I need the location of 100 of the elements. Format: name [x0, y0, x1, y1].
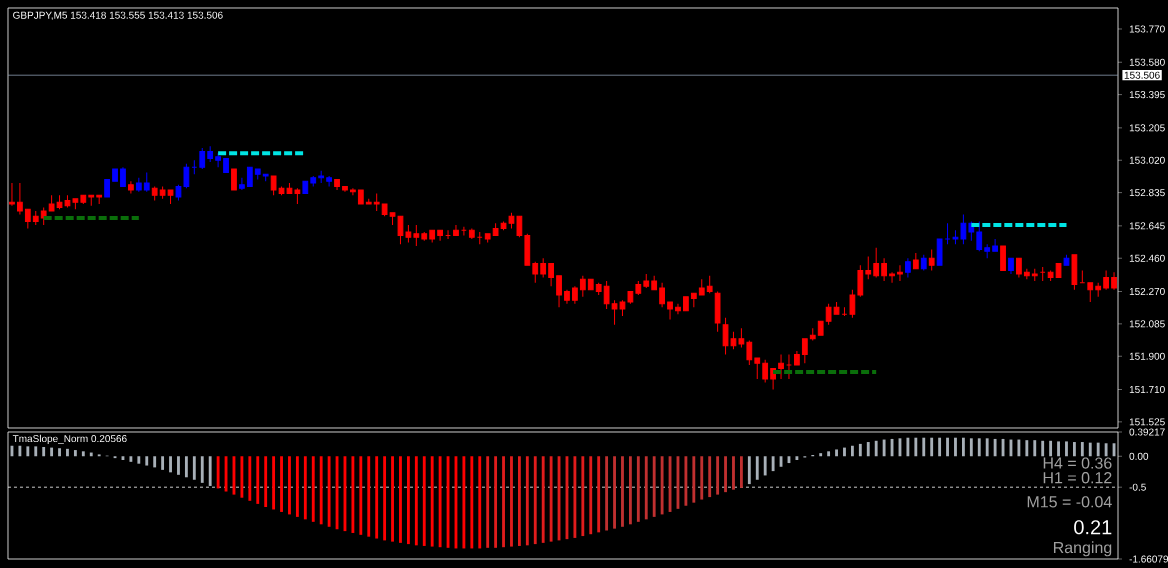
candlestick	[191, 159, 198, 175]
y-tick-label: 0.00	[1129, 452, 1149, 460]
bar	[1072, 442, 1076, 457]
candlestick	[373, 193, 380, 212]
bar	[1025, 440, 1029, 457]
candlestick	[738, 327, 745, 348]
candlestick	[104, 179, 110, 198]
candlestick	[762, 359, 769, 383]
candlestick	[468, 227, 475, 240]
bar	[755, 456, 759, 480]
bar	[470, 456, 474, 549]
candlestick	[976, 221, 983, 252]
candlestick	[437, 229, 443, 242]
bar	[184, 456, 188, 478]
candlestick	[1031, 268, 1038, 282]
candlestick	[801, 338, 808, 364]
candlestick	[667, 301, 673, 320]
candlestick	[167, 189, 174, 205]
candlestick	[120, 166, 126, 187]
y-tick-label: 0.39217	[1129, 428, 1165, 436]
candlestick	[952, 229, 959, 245]
bar	[819, 453, 823, 457]
candlestick	[96, 194, 103, 205]
candlestick	[873, 247, 880, 278]
candlestick	[1023, 268, 1030, 280]
bar	[288, 456, 291, 515]
y-tick-label: 151.900	[1129, 352, 1165, 360]
bar	[922, 437, 926, 457]
bar	[430, 456, 434, 547]
bar	[795, 456, 799, 460]
candlestick	[635, 280, 642, 296]
bar	[66, 448, 69, 457]
annotation: H1 = 0.12	[1043, 472, 1112, 484]
candlestick	[579, 275, 586, 298]
bar	[161, 456, 165, 470]
candlestick	[944, 222, 951, 245]
bar	[1049, 440, 1053, 457]
bar	[597, 456, 601, 533]
candlestick	[302, 180, 309, 194]
candlestick	[262, 173, 269, 182]
y-tick-label: 153.580	[1129, 58, 1165, 66]
candlestick	[516, 215, 523, 238]
candlestick	[675, 303, 681, 315]
bar	[319, 456, 323, 525]
candlestick	[326, 175, 332, 187]
candlestick	[849, 289, 856, 319]
bar	[375, 456, 379, 539]
bar	[327, 456, 331, 527]
candlestick	[381, 203, 388, 217]
bar	[684, 456, 688, 506]
bar	[200, 456, 204, 483]
bar	[708, 456, 712, 498]
bar	[1057, 441, 1060, 457]
bar	[169, 456, 172, 473]
candlestick	[1063, 254, 1070, 266]
candlestick	[48, 194, 55, 212]
candlestick	[80, 194, 87, 205]
candlestick	[706, 275, 713, 294]
bar	[359, 456, 363, 535]
candlestick	[151, 185, 158, 201]
candlestick	[143, 172, 150, 193]
bar	[724, 456, 727, 493]
candlestick	[532, 261, 539, 284]
candlestick	[603, 280, 610, 310]
candlestick	[897, 264, 903, 282]
candlestick	[1008, 257, 1014, 275]
candlestick	[1000, 245, 1006, 271]
bar	[605, 456, 609, 531]
bar	[153, 456, 157, 468]
candlestick	[24, 208, 31, 229]
candlestick	[865, 256, 872, 280]
bar	[399, 456, 402, 543]
candlestick	[627, 290, 634, 305]
bar	[248, 456, 252, 501]
candlestick	[833, 301, 840, 315]
bar	[906, 437, 910, 457]
candlestick	[683, 296, 689, 312]
bar	[42, 446, 46, 457]
candlestick	[905, 257, 911, 278]
bar	[240, 456, 244, 498]
candlestick	[889, 271, 895, 284]
bar	[652, 456, 656, 517]
y-tick-label: 151.525	[1129, 418, 1165, 426]
candlestick	[643, 273, 650, 289]
candlestick	[421, 231, 428, 242]
candlestick	[453, 224, 459, 236]
bar	[882, 439, 886, 457]
bar	[747, 456, 751, 485]
bar	[295, 456, 299, 517]
candlestick	[318, 170, 325, 184]
bar	[192, 456, 196, 480]
bar	[914, 437, 918, 457]
bar	[716, 456, 720, 495]
bar	[525, 456, 529, 546]
chart-title: TmaSlope_Norm 0.20566	[12, 434, 127, 445]
candlestick	[310, 175, 317, 187]
candlestick	[564, 289, 570, 305]
candlestick	[476, 231, 483, 245]
bar	[303, 456, 307, 520]
bar	[993, 438, 997, 457]
